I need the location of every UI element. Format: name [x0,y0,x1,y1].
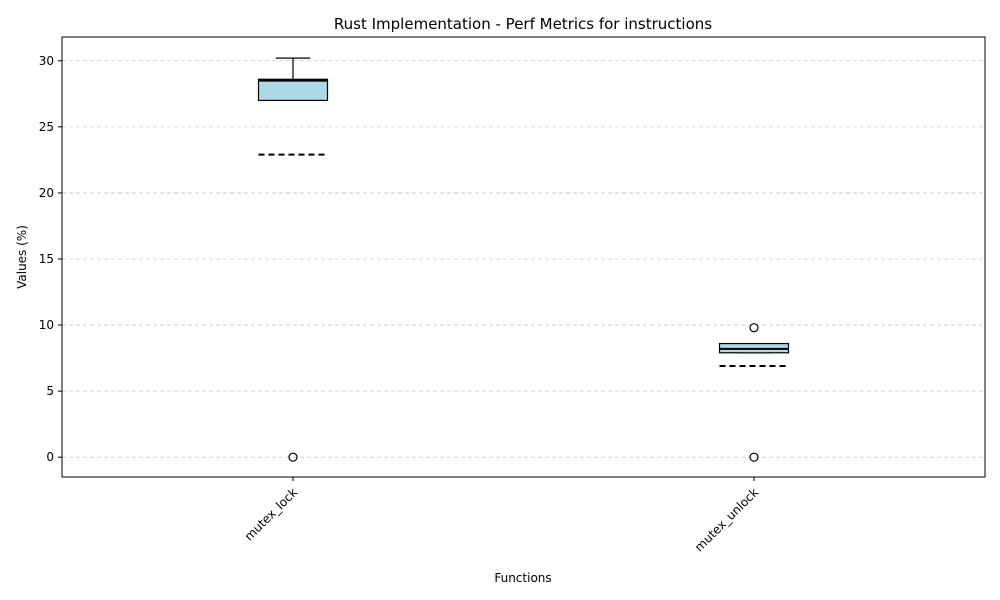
box-mutex-lock [257,57,329,462]
y-axis: 0 5 10 15 20 25 30 [39,54,62,464]
iqr-box [257,78,329,102]
plot-area-frame [61,36,986,478]
grid-lines [62,60,985,458]
y-axis-title: Values (%) [15,225,29,289]
box-mutex-unlock [718,323,790,462]
y-tick-label: 25 [39,120,54,134]
outlier-point [288,452,298,462]
y-tick-label: 5 [46,384,54,398]
x-axis-title: Functions [494,571,551,585]
chart-title: Rust Implementation - Perf Metrics for i… [334,15,712,33]
box-series [257,57,790,462]
x-axis: mutex_lock mutex_unlock [242,477,761,554]
y-tick-label: 0 [46,450,54,464]
y-tick-label: 30 [39,54,54,68]
x-tick-label: mutex_lock [242,485,300,543]
y-tick-label: 15 [39,252,54,266]
outlier-point [749,323,759,333]
y-tick-label: 10 [39,318,54,332]
y-tick-label: 20 [39,186,54,200]
x-tick-label: mutex_unlock [692,485,761,554]
outlier-point [749,452,759,462]
